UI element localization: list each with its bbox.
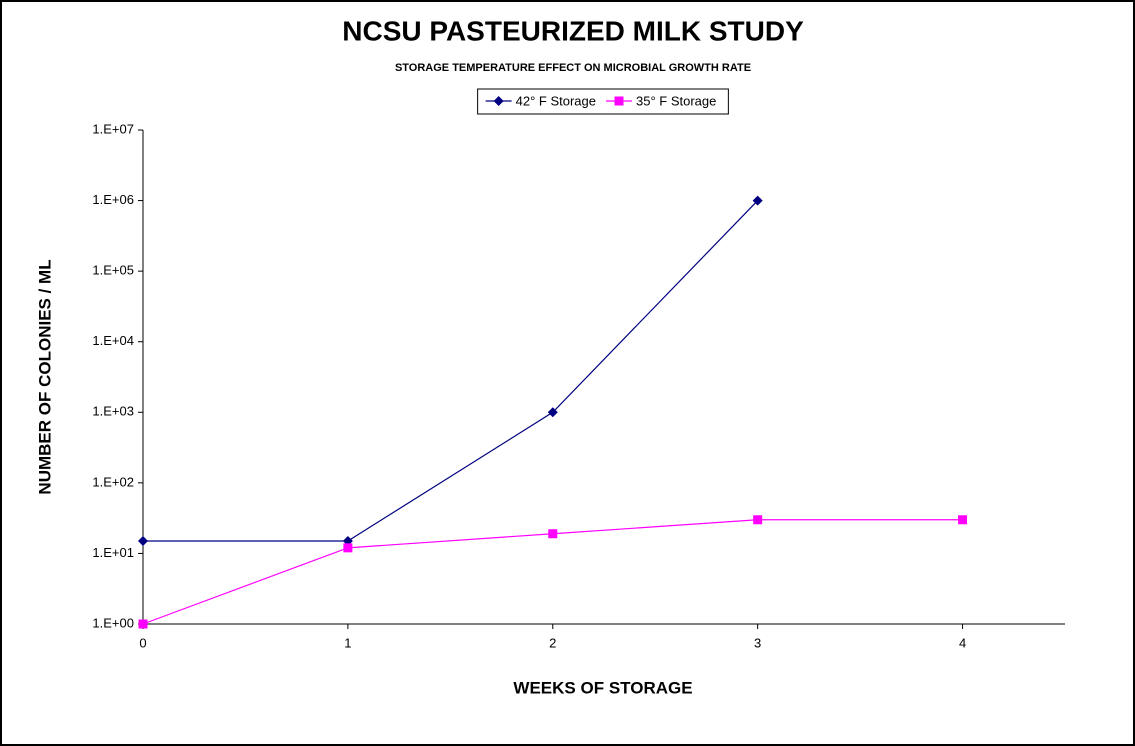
marker [547,407,558,418]
y-tick-label: 1.E+05 [92,263,134,278]
marker [958,515,968,525]
chart-title: NCSU PASTEURIZED MILK STUDY [342,15,804,46]
x-tick-label: 1 [344,635,351,650]
marker [493,96,504,106]
y-tick-label: 1.E+01 [92,545,134,560]
y-tick-label: 1.E+04 [92,333,134,348]
legend: 42° F Storage 35° F Storage [477,88,729,115]
x-tick-label: 2 [549,635,556,650]
legend-label: 35° F Storage [636,93,716,108]
legend-box [477,88,729,115]
marker [753,515,763,525]
series-line [143,200,759,542]
y-tick-label: 1.E+06 [92,192,134,207]
y-tick-label: 1.E+00 [92,615,134,630]
marker [614,96,624,106]
marker [138,619,148,629]
marker [752,195,763,206]
marker [343,543,353,553]
y-tick-label: 1.E+07 [92,121,134,136]
x-axis-label: WEEKS OF STORAGE [513,678,692,697]
legend-label: 42° F Storage [516,93,596,108]
y-tick-label: 1.E+02 [92,474,134,489]
x-tick-label: 3 [754,635,761,650]
marker [548,529,558,539]
chart-subtitle: STORAGE TEMPERATURE EFFECT ON MICROBIAL … [395,62,751,74]
y-axis-label: NUMBER OF COLONIES / ML [35,259,54,494]
x-tick-label: 0 [139,635,146,650]
y-tick-label: 1.E+03 [92,404,134,419]
marker [138,536,148,547]
x-tick-label: 4 [959,635,966,650]
